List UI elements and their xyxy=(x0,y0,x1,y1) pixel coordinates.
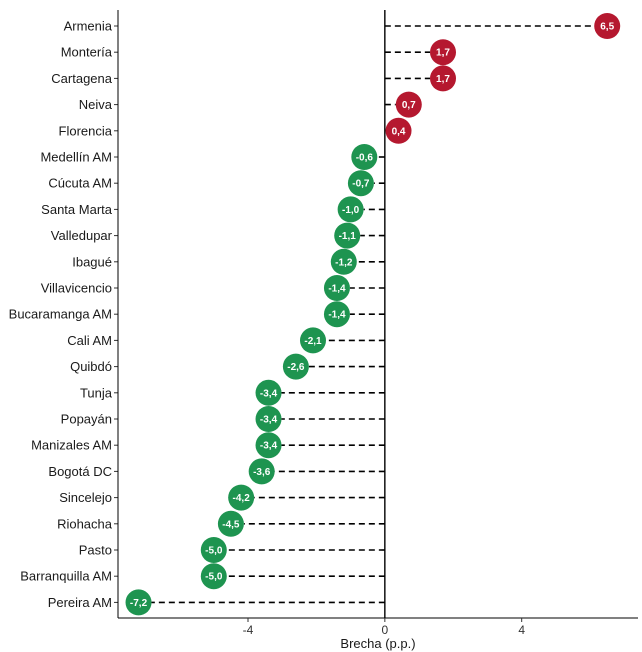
data-point xyxy=(125,589,152,616)
axes-layer: -4 0 4 xyxy=(114,10,638,637)
data-point xyxy=(255,379,282,406)
stems-layer xyxy=(151,25,595,604)
category-label: Medellín AM xyxy=(40,150,112,165)
data-point xyxy=(200,563,227,590)
data-label: -3,6 xyxy=(253,467,271,478)
data-label: -1,4 xyxy=(328,310,346,321)
data-point xyxy=(323,301,350,328)
category-label: Armenia xyxy=(64,19,113,34)
data-point xyxy=(300,327,326,354)
data-point xyxy=(200,537,227,563)
data-point xyxy=(430,39,456,66)
data-point xyxy=(334,222,361,249)
data-label: -3,4 xyxy=(260,388,278,399)
category-label: Bucaramanga AM xyxy=(9,307,112,322)
category-label: Cúcuta AM xyxy=(48,176,112,191)
data-label: -5,0 xyxy=(205,572,223,583)
x-axis-title: Brecha (p.p.) xyxy=(340,636,415,651)
category-label: Valledupar xyxy=(51,228,113,243)
data-point xyxy=(337,196,364,223)
data-label: 0,4 xyxy=(392,126,406,137)
category-label: Montería xyxy=(61,45,113,60)
category-label: Cartagena xyxy=(51,71,112,86)
category-label: Villavicencio xyxy=(41,281,112,296)
data-point xyxy=(430,65,456,92)
data-point xyxy=(282,353,309,380)
data-label: -2,1 xyxy=(304,336,322,347)
category-label: Cali AM xyxy=(67,333,112,348)
data-label: 1,7 xyxy=(436,48,450,59)
category-label: Manizales AM xyxy=(31,438,112,453)
data-label: 1,7 xyxy=(436,74,450,85)
data-label: -3,4 xyxy=(260,441,278,452)
data-label: -3,4 xyxy=(260,415,278,426)
data-point xyxy=(594,13,621,39)
data-point xyxy=(330,248,357,275)
category-label: Pereira AM xyxy=(48,595,112,610)
data-point xyxy=(217,510,244,537)
x-tick-label: 0 xyxy=(381,623,388,637)
data-point xyxy=(351,144,378,170)
x-tick-label: 4 xyxy=(518,623,525,637)
data-label: -1,2 xyxy=(335,257,353,268)
data-label: -1,4 xyxy=(328,284,346,295)
data-label: -2,6 xyxy=(287,362,305,373)
data-point xyxy=(255,406,282,432)
category-label: Florencia xyxy=(59,123,113,138)
category-label: Pasto xyxy=(79,543,112,558)
category-label: Popayán xyxy=(61,412,112,427)
data-point xyxy=(248,458,275,485)
points-layer: 6,5 1,7 1,7 0,7 0,4 -0,6 -0,7 -1,0 -1,1 -1,2 -1,4 -… xyxy=(125,13,621,616)
x-tick-label: -4 xyxy=(243,623,254,637)
data-point xyxy=(385,117,412,144)
data-label: -7,2 xyxy=(130,598,148,609)
data-label: 6,5 xyxy=(600,22,614,33)
category-label: Riohacha xyxy=(57,516,113,531)
data-point xyxy=(323,275,350,301)
data-label: 0,7 xyxy=(402,100,416,111)
data-label: -1,0 xyxy=(342,205,360,216)
data-point xyxy=(228,484,255,511)
category-label: Ibagué xyxy=(72,254,112,269)
data-label: -0,6 xyxy=(356,153,374,164)
category-label: Neiva xyxy=(79,97,113,112)
category-label: Bogotá DC xyxy=(48,464,112,479)
data-point xyxy=(255,432,282,459)
data-label: -5,0 xyxy=(205,546,223,557)
data-label: -1,1 xyxy=(339,231,357,242)
category-label: Santa Marta xyxy=(41,202,113,217)
category-label: Barranquilla AM xyxy=(20,569,112,584)
category-label: Tunja xyxy=(80,385,113,400)
category-label: Sincelejo xyxy=(59,490,112,505)
data-label: -4,5 xyxy=(222,519,240,530)
data-point xyxy=(347,170,374,197)
category-label: Quibdó xyxy=(70,359,112,374)
category-labels: Armenia Montería Cartagena Neiva Florencia Me… xyxy=(9,19,113,610)
data-label: -0,7 xyxy=(352,179,370,190)
data-label: -4,2 xyxy=(233,493,251,504)
data-point xyxy=(395,91,422,118)
